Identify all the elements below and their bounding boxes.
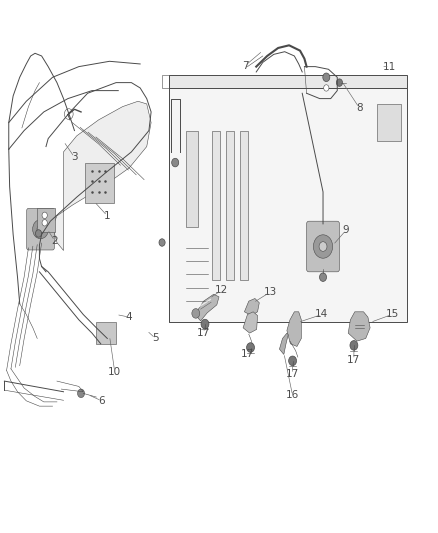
Text: 8: 8	[356, 103, 363, 112]
Text: 2: 2	[51, 236, 58, 246]
Text: 7: 7	[242, 61, 249, 70]
FancyBboxPatch shape	[27, 208, 54, 250]
Circle shape	[319, 273, 326, 281]
Text: 5: 5	[152, 334, 159, 343]
Text: 4: 4	[126, 312, 133, 322]
Text: 3: 3	[71, 152, 78, 162]
Circle shape	[323, 73, 330, 82]
Text: 17: 17	[197, 328, 210, 338]
Circle shape	[78, 389, 85, 398]
Text: 16: 16	[286, 391, 299, 400]
Polygon shape	[53, 101, 151, 251]
Circle shape	[32, 220, 48, 239]
Bar	[226, 131, 234, 280]
Bar	[377, 104, 401, 141]
Text: 6: 6	[98, 396, 105, 406]
Text: 17: 17	[286, 369, 299, 379]
Circle shape	[192, 309, 200, 318]
Text: 14: 14	[315, 310, 328, 319]
Text: 15: 15	[385, 310, 399, 319]
Circle shape	[289, 356, 297, 366]
Polygon shape	[244, 298, 259, 316]
Circle shape	[172, 158, 179, 167]
Polygon shape	[243, 312, 258, 333]
Circle shape	[336, 79, 343, 86]
Circle shape	[37, 225, 44, 233]
Circle shape	[159, 239, 165, 246]
Circle shape	[313, 235, 333, 258]
Polygon shape	[195, 294, 219, 321]
Text: 17: 17	[241, 350, 254, 359]
Bar	[37, 208, 55, 232]
Bar	[240, 131, 248, 280]
Text: 9: 9	[343, 225, 350, 235]
Bar	[169, 75, 407, 88]
Bar	[169, 88, 407, 322]
Polygon shape	[287, 312, 301, 346]
Text: 13: 13	[264, 287, 277, 297]
Bar	[186, 131, 198, 227]
Circle shape	[64, 109, 73, 119]
Circle shape	[42, 212, 47, 219]
Circle shape	[42, 220, 47, 226]
Bar	[212, 131, 220, 280]
Text: 1: 1	[104, 211, 111, 221]
Text: 11: 11	[383, 62, 396, 71]
Circle shape	[319, 241, 327, 252]
Circle shape	[350, 341, 358, 350]
Circle shape	[201, 319, 209, 329]
Circle shape	[35, 230, 42, 237]
Text: 12: 12	[215, 286, 228, 295]
Bar	[85, 163, 114, 203]
Circle shape	[247, 343, 254, 352]
FancyBboxPatch shape	[307, 221, 339, 272]
Circle shape	[324, 85, 329, 91]
Polygon shape	[348, 312, 370, 341]
Text: 17: 17	[347, 355, 360, 365]
Bar	[96, 322, 116, 344]
Text: 10: 10	[108, 367, 121, 377]
Polygon shape	[279, 333, 288, 354]
